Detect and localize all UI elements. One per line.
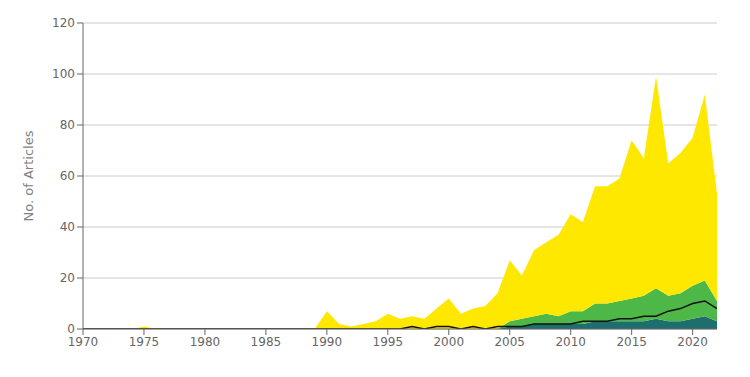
svg-text:80: 80 [60,118,75,132]
svg-text:2015: 2015 [616,335,647,349]
svg-text:1990: 1990 [312,335,343,349]
svg-text:No. of Articles: No. of Articles [21,130,36,221]
svg-text:1975: 1975 [129,335,160,349]
svg-text:2010: 2010 [555,335,586,349]
svg-text:1980: 1980 [190,335,221,349]
svg-text:1970: 1970 [68,335,99,349]
svg-text:60: 60 [60,169,75,183]
svg-text:100: 100 [52,67,75,81]
svg-text:2020: 2020 [677,335,708,349]
svg-text:0: 0 [67,322,75,336]
svg-text:20: 20 [60,271,75,285]
svg-text:120: 120 [52,16,75,30]
svg-text:2000: 2000 [433,335,464,349]
svg-text:2005: 2005 [494,335,525,349]
svg-text:40: 40 [60,220,75,234]
svg-text:1995: 1995 [373,335,404,349]
svg-text:1985: 1985 [251,335,282,349]
